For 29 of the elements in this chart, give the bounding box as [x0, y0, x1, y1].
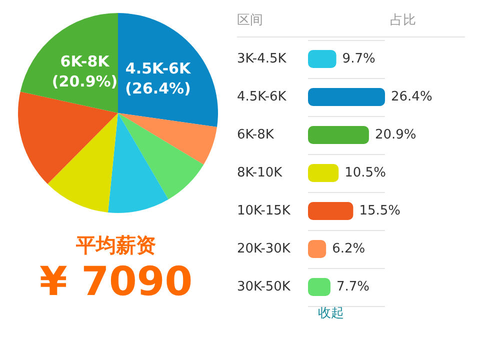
data-label: 9.7%: [342, 52, 376, 66]
bar: [308, 50, 336, 68]
y-tick-label: 8K-10K: [237, 166, 283, 180]
y-tick-label: 30K-50K: [237, 280, 291, 294]
data-label: 10.5%: [344, 166, 386, 180]
y-tick-label: 10K-15K: [237, 204, 291, 218]
data-label: 7.7%: [336, 280, 370, 294]
data-label: 20.9%: [374, 128, 416, 142]
y-tick-label: 20K-30K: [237, 242, 291, 256]
y-tick-label: 4.5K-6K: [237, 90, 287, 104]
data-label: 26.4%: [391, 90, 432, 104]
data-label: 15.5%: [359, 204, 401, 218]
slice-label: 4.5K-6K: [125, 59, 192, 78]
bar: [308, 164, 339, 182]
bar: [308, 88, 385, 106]
bar: [308, 278, 330, 296]
bar: [308, 202, 354, 220]
data-label: (26.4%): [125, 79, 191, 98]
annotation: 收起: [318, 306, 344, 321]
slice-label: 6K-8K: [60, 52, 111, 71]
text: 平均薪资: [75, 233, 156, 257]
y-tick-label: 3K-4.5K: [237, 52, 287, 66]
text: ¥ 7090: [39, 259, 193, 305]
y-axis-title: 区间: [237, 13, 263, 28]
x-axis-title: 占比: [390, 13, 416, 28]
data-label: 6.2%: [332, 242, 366, 256]
data-label: (20.9%): [52, 72, 118, 91]
bar: [308, 126, 369, 144]
y-tick-label: 6K-8K: [237, 128, 274, 142]
